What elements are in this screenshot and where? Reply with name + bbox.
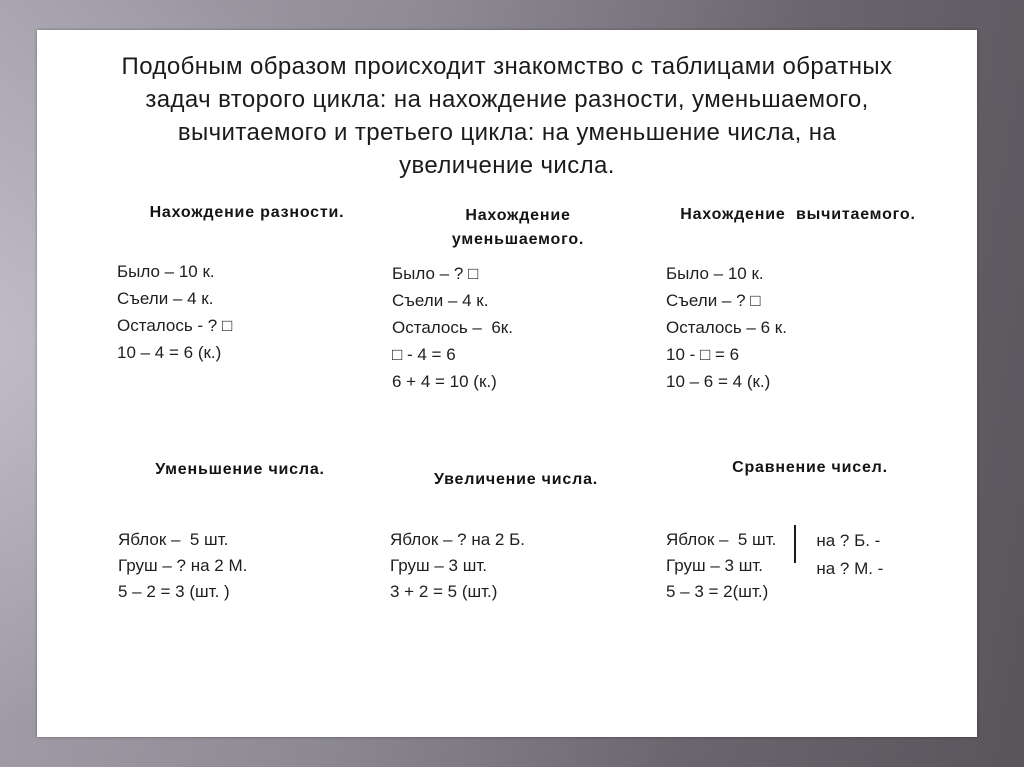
text-line: Съели – ? □ xyxy=(666,291,761,310)
comparison-right-column: на ? Б. - на ? М. - xyxy=(816,527,883,583)
section-body: Яблок – 5 шт. Груш – 3 шт. 5 – 3 = 2(шт.… xyxy=(650,525,970,605)
text-line: Груш – 3 шт. xyxy=(666,556,763,575)
text-line: 5 – 3 = 2(шт.) xyxy=(666,582,769,601)
text-line: 10 – 4 = 6 (к.) xyxy=(117,343,222,362)
text-line: Груш – 3 шт. xyxy=(390,556,487,575)
section-header: Уменьшение числа. xyxy=(155,461,325,478)
title-line: задач второго цикла: на нахождение разно… xyxy=(145,86,869,113)
section-body: Яблок – ? на 2 Б. Груш – 3 шт. 3 + 2 = 5… xyxy=(390,527,656,605)
text-line: Яблок – 5 шт. xyxy=(666,530,777,549)
text-line: Было – 10 к. xyxy=(117,262,215,281)
section-increase-number: Увеличение числа. Яблок – ? на 2 Б. Груш… xyxy=(376,470,656,605)
text-line: 6 + 4 = 10 (к.) xyxy=(392,372,497,391)
text-line: 10 – 6 = 4 (к.) xyxy=(666,372,771,391)
text-line: на ? М. - xyxy=(816,559,884,578)
text-line: Яблок – 5 шт. xyxy=(118,530,229,549)
section-body: Яблок – 5 шт. Груш – ? на 2 М. 5 – 2 = 3… xyxy=(118,527,380,605)
text-line: Было – 10 к. xyxy=(666,264,764,283)
section-body: Было – ? □ Съели – 4 к. Осталось – 6к. □… xyxy=(392,260,658,395)
comparison-divider xyxy=(794,525,797,563)
section-header: Нахождение разности. xyxy=(149,204,345,221)
section-header: Нахождение вычитаемого. xyxy=(680,206,916,223)
slide-title: Подобным образом происходит знакомство с… xyxy=(82,50,932,182)
slide-page: Подобным образом происходит знакомство с… xyxy=(37,30,977,737)
title-line: вычитаемого и третьего цикла: на уменьше… xyxy=(177,119,837,146)
section-body: Было – 10 к. Съели – 4 к. Осталось - ? □… xyxy=(117,258,392,366)
comparison-left-column: Яблок – 5 шт. Груш – 3 шт. 5 – 3 = 2(шт.… xyxy=(666,527,776,605)
section-header: Сравнение чисел. xyxy=(732,459,888,476)
text-line: Яблок – ? на 2 Б. xyxy=(390,530,525,549)
section-header: Увеличение числа. xyxy=(433,471,599,488)
section-header: Нахождение уменьшаемого. xyxy=(451,207,585,248)
text-line: 10 - □ = 6 xyxy=(666,345,740,364)
title-line: Подобным образом происходит знакомство с… xyxy=(121,53,893,80)
section-body: Было – 10 к. Съели – ? □ Осталось – 6 к.… xyxy=(666,260,953,395)
text-line: 5 – 2 = 3 (шт. ) xyxy=(118,582,230,601)
text-line: Было – ? □ xyxy=(392,264,479,283)
text-line: □ - 4 = 6 xyxy=(392,345,456,364)
text-line: Осталось – 6к. xyxy=(392,318,513,337)
section-finding-difference: Нахождение разности. Было – 10 к. Съели … xyxy=(102,203,392,366)
title-line: увеличение числа. xyxy=(399,152,615,179)
text-line: 3 + 2 = 5 (шт.) xyxy=(390,582,498,601)
text-line: на ? Б. - xyxy=(816,531,881,550)
text-line: Осталось - ? □ xyxy=(117,316,233,335)
section-compare-numbers: Сравнение чисел. Яблок – 5 шт. Груш – 3 … xyxy=(650,458,970,605)
text-line: Груш – ? на 2 М. xyxy=(118,556,248,575)
section-decrease-number: Уменьшение числа. Яблок – 5 шт. Груш – ?… xyxy=(100,460,380,605)
text-line: Осталось – 6 к. xyxy=(666,318,787,337)
text-line: Съели – 4 к. xyxy=(392,291,489,310)
section-finding-minuend: Нахождение уменьшаемого. Было – ? □ Съел… xyxy=(378,204,658,395)
section-finding-subtrahend: Нахождение вычитаемого. Было – 10 к. Съе… xyxy=(643,205,953,395)
text-line: Съели – 4 к. xyxy=(117,289,214,308)
